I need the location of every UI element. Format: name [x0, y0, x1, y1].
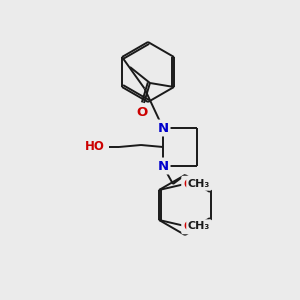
Text: CH₃: CH₃: [188, 221, 210, 231]
Text: O: O: [183, 178, 193, 190]
Text: N: N: [158, 122, 169, 134]
Text: N: N: [158, 160, 169, 172]
Text: O: O: [136, 106, 148, 118]
Text: O: O: [183, 220, 193, 232]
Text: CH₃: CH₃: [188, 179, 210, 189]
Text: HO: HO: [85, 140, 105, 154]
